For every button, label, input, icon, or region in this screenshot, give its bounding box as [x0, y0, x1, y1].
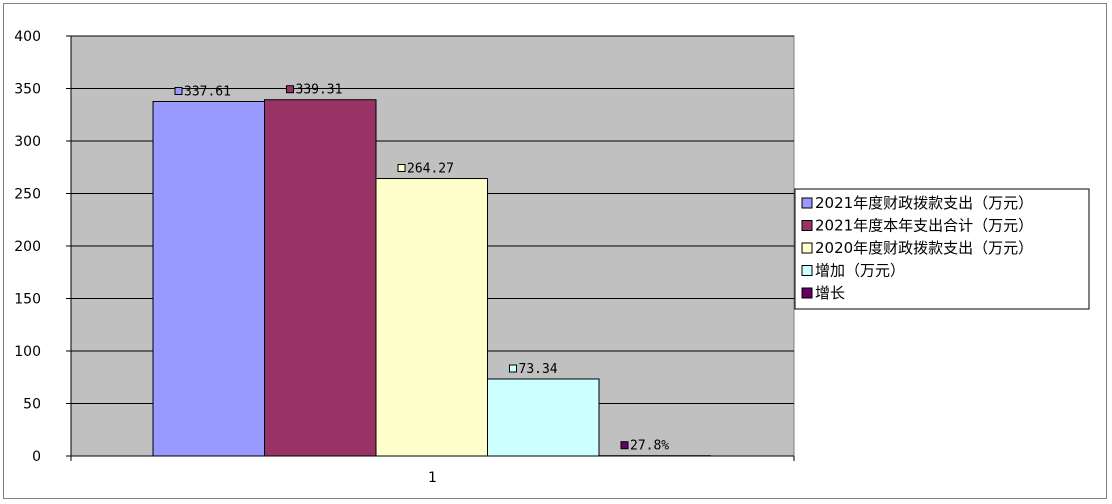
bar	[375, 178, 488, 457]
legend-swatch	[801, 265, 813, 276]
y-tick-label: 50	[23, 397, 41, 413]
data-label: 337.61	[184, 85, 231, 100]
data-label-marker	[286, 85, 294, 94]
y-tick-label: 200	[14, 239, 41, 255]
bar	[487, 378, 600, 457]
legend-swatch	[801, 220, 813, 231]
y-tick-label: 250	[14, 187, 41, 203]
bar	[152, 101, 265, 457]
data-label-marker	[174, 87, 183, 96]
data-label: 73.34	[519, 362, 558, 377]
y-tick-label: 0	[32, 449, 41, 465]
bar-chart: 0 50 100 150 200 250 300 350 400 1 337.61 339.31 2…	[14, 29, 1090, 486]
legend-swatch	[801, 197, 813, 209]
data-label-marker	[509, 364, 517, 373]
y-tick-label: 300	[14, 134, 41, 150]
legend-label: 增长	[815, 284, 845, 302]
bar	[264, 99, 377, 457]
y-axis: 0 50 100 150 200 250 300 350 400	[14, 29, 72, 465]
legend-label: 增加（万元）	[815, 262, 905, 280]
data-label: 27.8%	[630, 439, 669, 454]
y-tick-label: 350	[14, 82, 41, 98]
data-label-marker	[397, 164, 406, 173]
legend-label: 2020年度财政拨款支出（万元）	[815, 239, 1033, 257]
y-tick-label: 150	[14, 292, 41, 308]
x-axis: 1	[70, 455, 795, 486]
legend-box	[794, 188, 1090, 310]
legend: 2021年度财政拨款支出（万元） 2021年度本年支出合计（万元） 2020年度财政…	[794, 188, 1090, 310]
chart-frame: 0 50 100 150 200 250 300 350 400 1 337.61 339.31 2…	[3, 3, 1107, 499]
data-labels: 337.61 339.31 264.27 73.34 27.8%	[174, 83, 669, 454]
data-label: 264.27	[407, 162, 454, 177]
y-tick-label: 100	[14, 344, 41, 360]
data-label-marker	[620, 441, 629, 450]
bars	[152, 99, 711, 457]
y-tick-label: 400	[14, 29, 41, 45]
legend-label: 2021年度本年支出合计（万元）	[815, 217, 1033, 235]
data-label: 339.31	[296, 83, 343, 98]
x-tick-label: 1	[428, 470, 437, 486]
legend-swatch	[801, 287, 813, 299]
legend-swatch	[801, 242, 813, 254]
legend-label: 2021年度财政拨款支出（万元）	[815, 194, 1033, 212]
